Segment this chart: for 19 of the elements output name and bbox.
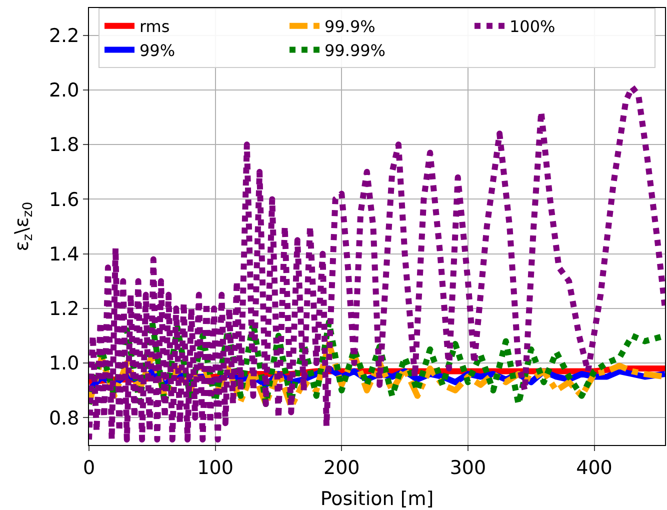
legend-label: 100% <box>510 17 556 36</box>
y-tick-label: 1.4 <box>48 243 80 266</box>
x-axis-title: Position [m] <box>320 488 434 510</box>
y-tick-label: 2.0 <box>48 80 80 102</box>
legend-label: 99% <box>140 40 176 60</box>
y-tick-label: 1.6 <box>48 188 80 211</box>
y-tick-label: 1.2 <box>48 298 80 320</box>
x-tick-label: 300 <box>450 456 486 479</box>
y-tick-label: 0.8 <box>48 407 80 430</box>
legend-label: 99.9% <box>324 17 376 36</box>
y-tick-label: 1.8 <box>48 134 80 156</box>
legend-label: 99.99% <box>324 40 386 60</box>
x-tick-label: 200 <box>323 456 360 479</box>
x-tick-label: 400 <box>576 456 612 479</box>
x-tick-label: 0 <box>82 456 96 479</box>
x-tick-label: 100 <box>197 456 234 479</box>
y-tick-label: 1.0 <box>48 352 80 375</box>
y-tick-label: 2.2 <box>48 24 80 47</box>
legend-label: rms <box>140 17 170 36</box>
